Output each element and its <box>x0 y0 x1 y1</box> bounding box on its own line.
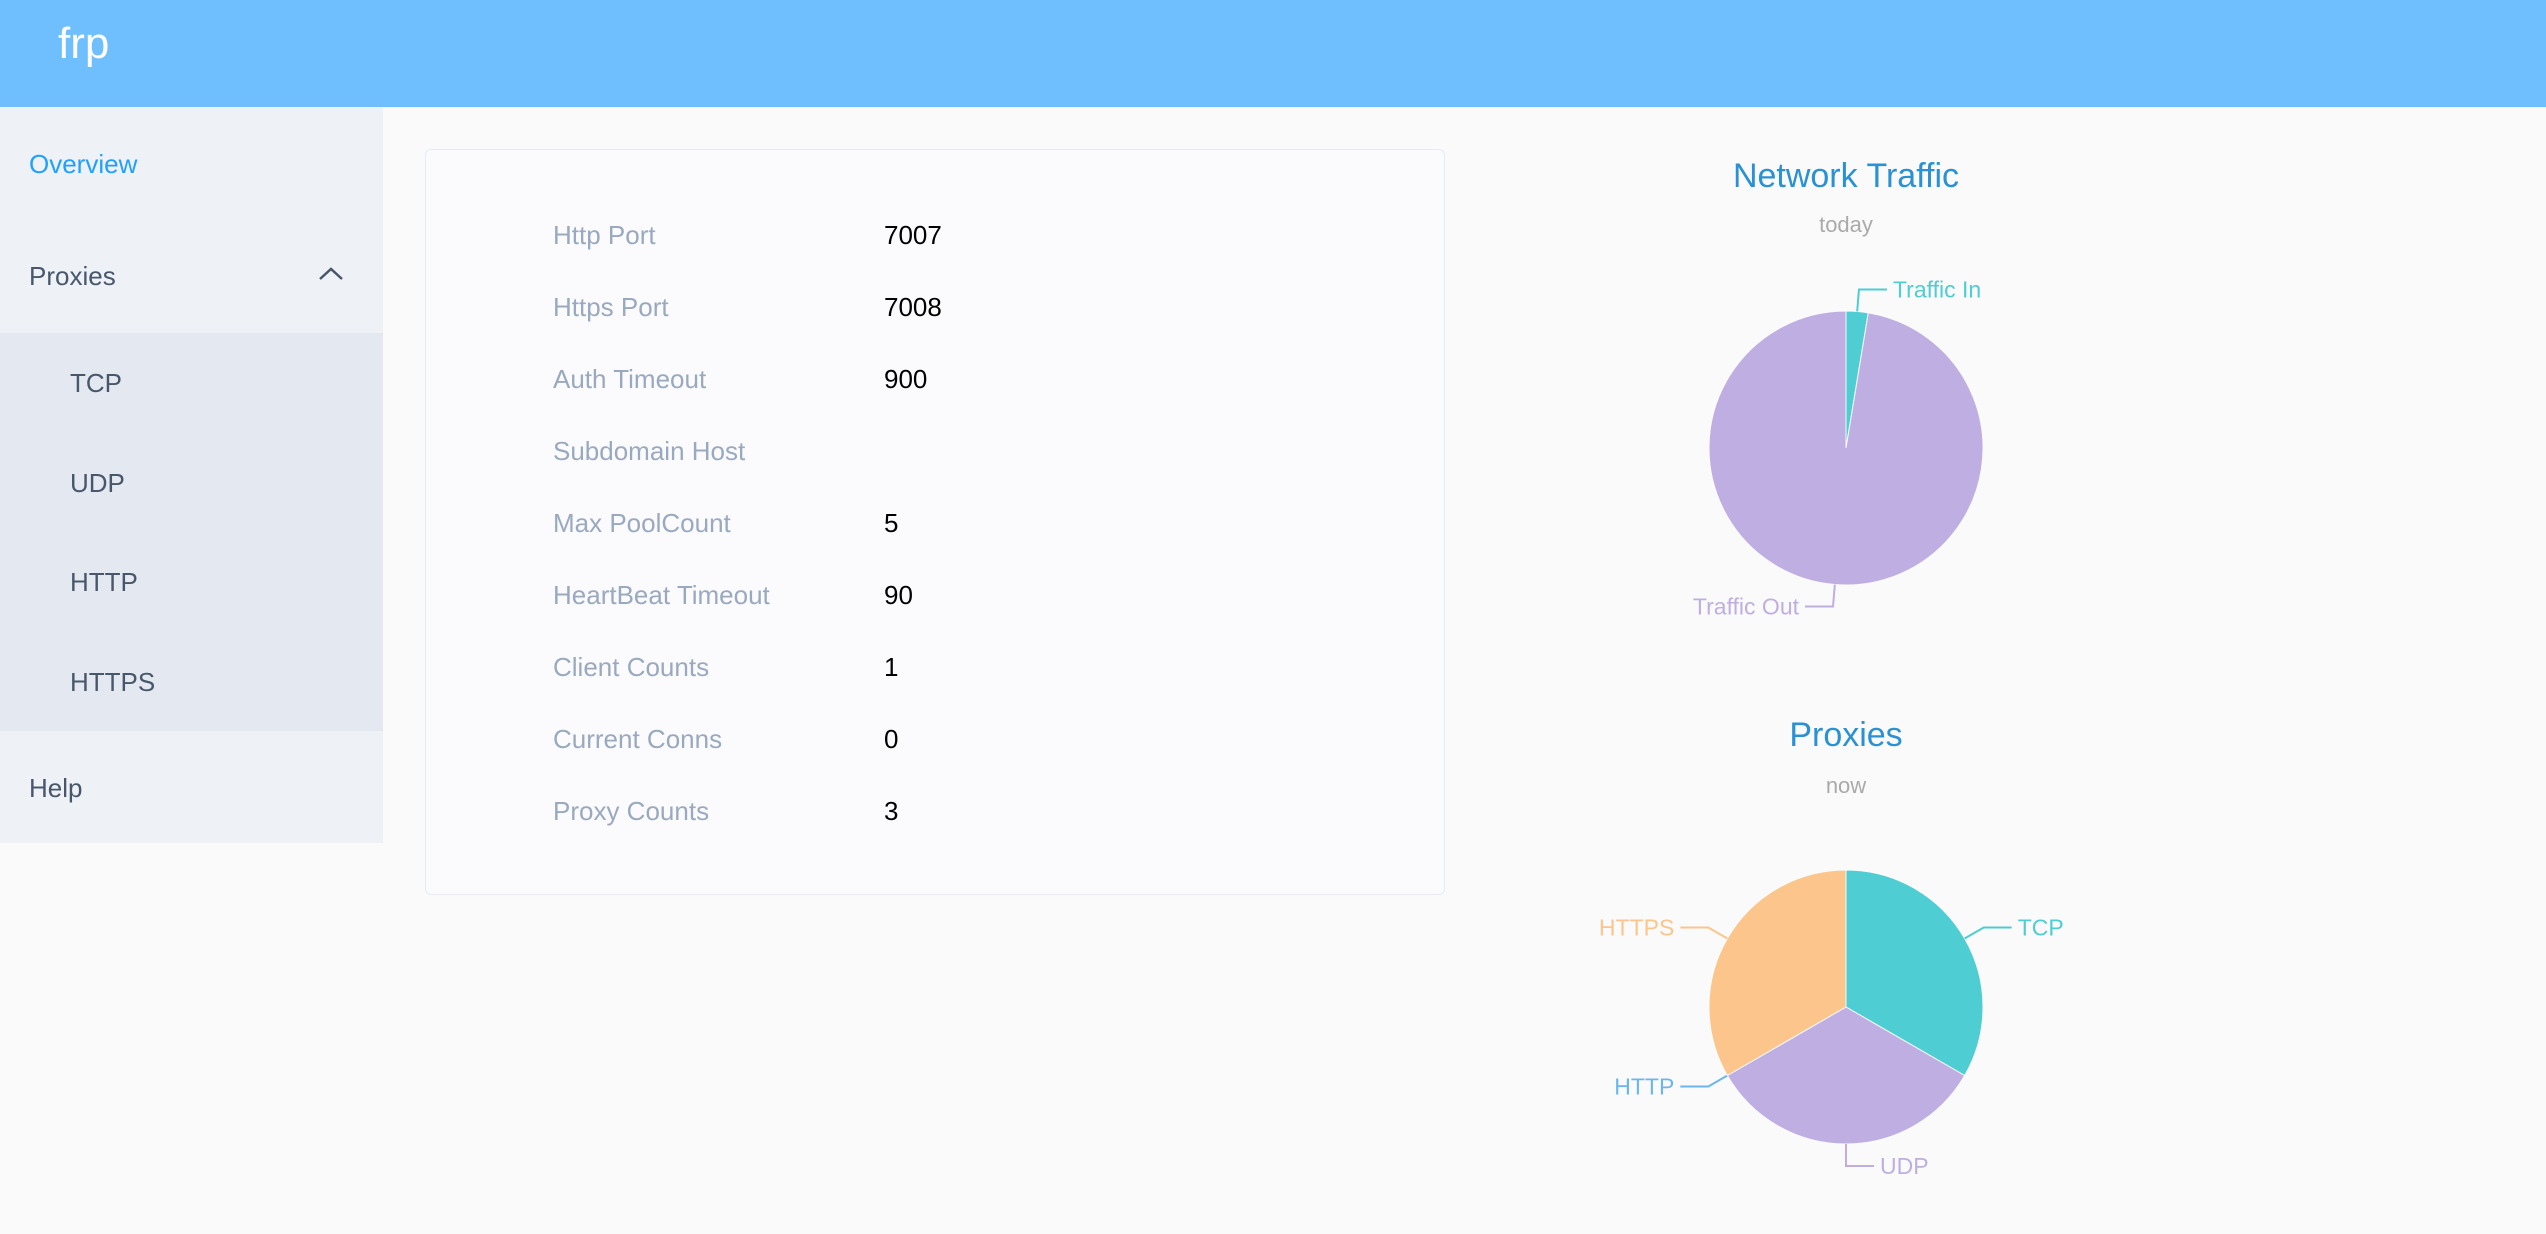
label-leader-line <box>1964 926 2012 940</box>
info-row: HeartBeat Timeout 90 <box>426 575 1444 615</box>
sidebar-item-proxies[interactable]: Proxies <box>0 226 383 326</box>
info-row: Https Port 7008 <box>426 287 1444 327</box>
sidebar-item-help[interactable]: Help <box>0 738 383 838</box>
info-value: 90 <box>884 580 913 610</box>
sidebar-item-label: Help <box>29 773 83 803</box>
info-row: Auth Timeout 900 <box>426 359 1444 399</box>
info-row: Subdomain Host <box>426 431 1444 471</box>
chart-title: Proxies <box>1789 716 1902 754</box>
sidebar-item-overview[interactable]: Overview <box>0 114 383 214</box>
pie-label: HTTPS <box>1599 915 1674 941</box>
label-leader-line <box>1856 288 1887 312</box>
info-value: 900 <box>884 364 928 394</box>
info-value: 7008 <box>884 292 942 322</box>
pie-label: Traffic In <box>1893 277 1981 303</box>
info-row: Proxy Counts 3 <box>426 791 1444 831</box>
top-header: frp <box>0 0 2546 107</box>
info-label: Current Conns <box>553 724 723 754</box>
sidebar-item-label: HTTPS <box>70 667 156 697</box>
sidebar-item-http[interactable]: HTTP <box>0 532 383 632</box>
info-label: Subdomain Host <box>553 436 746 466</box>
info-label: Http Port <box>553 220 656 250</box>
info-value: 5 <box>884 508 899 538</box>
label-leader-line <box>1680 926 1728 940</box>
chart-subtitle: now <box>1826 773 1866 798</box>
info-row: Current Conns 0 <box>426 719 1444 759</box>
label-leader-line <box>1845 1144 1874 1167</box>
pie-slice[interactable] <box>1708 310 1984 586</box>
info-label: HeartBeat Timeout <box>553 580 770 610</box>
sidebar-item-label: Overview <box>29 149 138 179</box>
pie-label: UDP <box>1880 1153 1929 1179</box>
sidebar-item-tcp[interactable]: TCP <box>0 333 383 433</box>
proxies-submenu: TCP UDP HTTP HTTPS <box>0 333 383 731</box>
info-row: Http Port 7007 <box>426 215 1444 255</box>
info-row: Client Counts 1 <box>426 647 1444 687</box>
info-label: Max PoolCount <box>553 508 731 538</box>
info-value: 3 <box>884 796 899 826</box>
info-row: Max PoolCount 5 <box>426 503 1444 543</box>
sidebar-item-label: HTTP <box>70 567 138 597</box>
chart-title: Network Traffic <box>1733 157 1959 195</box>
info-value: 7007 <box>884 220 942 250</box>
sidebar-item-label: TCP <box>70 368 122 398</box>
pie-label: TCP <box>2018 915 2064 941</box>
pie-label: HTTP <box>1614 1074 1674 1100</box>
info-label: Client Counts <box>553 652 710 682</box>
label-leader-line <box>1805 584 1836 608</box>
info-label: Https Port <box>553 292 669 322</box>
label-leader-line <box>1680 1074 1728 1088</box>
pie-label: Traffic Out <box>1693 593 1800 619</box>
sidebar-item-label: Proxies <box>29 261 116 291</box>
server-info-card: Http Port 7007 Https Port 7008 Auth Timeout 9… <box>425 149 1445 895</box>
chart-subtitle: today <box>1819 212 1873 237</box>
sidebar-item-udp[interactable]: UDP <box>0 433 383 533</box>
sidebar: Overview Proxies TCP UDP HTTP HTTPS Help <box>0 107 383 843</box>
chevron-up-icon[interactable] <box>318 266 344 282</box>
info-label: Proxy Counts <box>553 796 710 826</box>
sidebar-item-https[interactable]: HTTPS <box>0 632 383 732</box>
info-value: 1 <box>884 652 899 682</box>
info-value: 0 <box>884 724 899 754</box>
sidebar-item-label: UDP <box>70 468 125 498</box>
info-label: Auth Timeout <box>553 364 707 394</box>
logo[interactable]: frp <box>58 19 110 68</box>
